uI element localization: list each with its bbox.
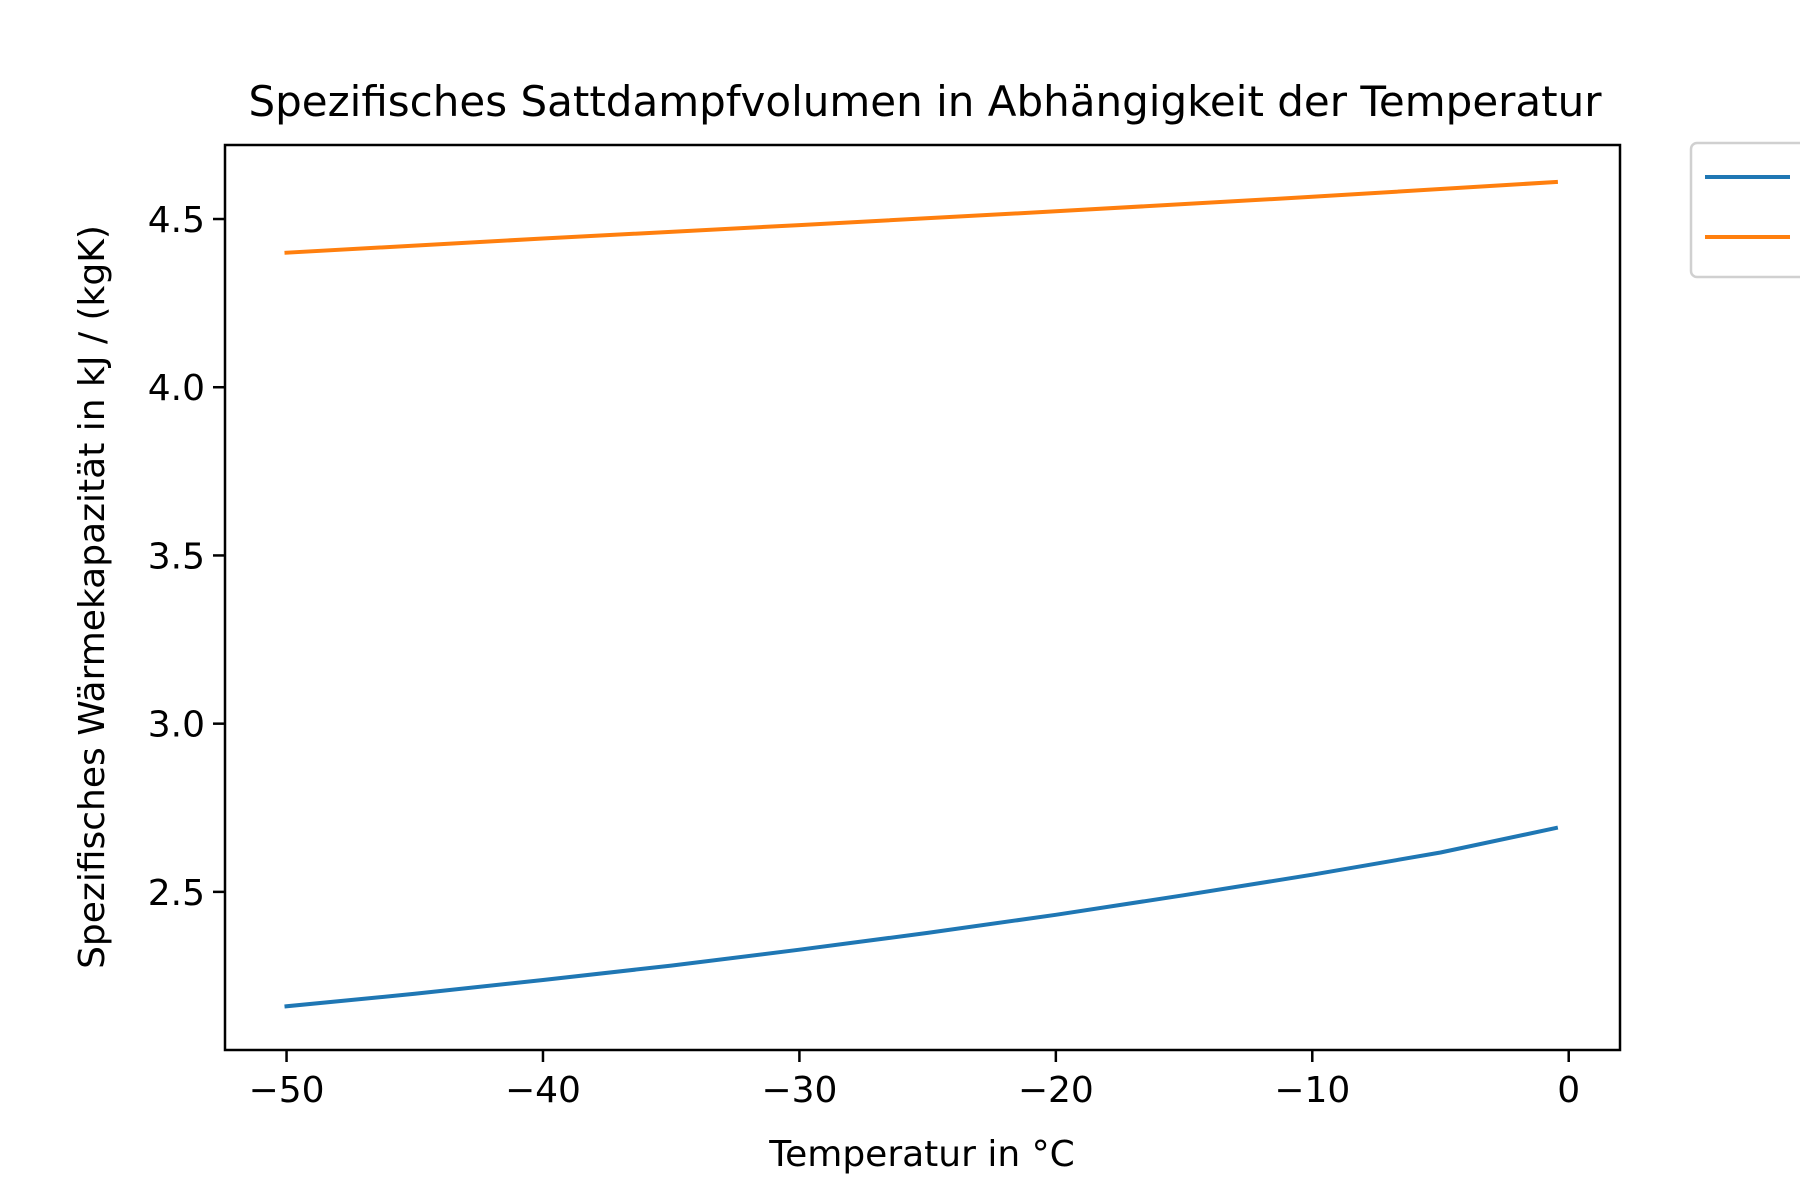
y-tick-label: 3.0 bbox=[148, 705, 205, 746]
series-line-1 bbox=[284, 825, 1559, 1009]
y-axis-label: Spezifisches Wärmekapazität in kJ / (kgK… bbox=[72, 225, 113, 969]
x-tick-label: −30 bbox=[761, 1070, 837, 1111]
chart-title: Spezifisches Sattdampfvolumen in Abhängi… bbox=[248, 77, 1602, 126]
y-tick-label: 3.5 bbox=[148, 536, 205, 577]
series-line-2 bbox=[284, 179, 1559, 255]
y-tick-label: 2.5 bbox=[148, 873, 205, 914]
series-layer bbox=[284, 179, 1559, 1009]
x-tick-label: −40 bbox=[505, 1070, 581, 1111]
x-tick-label: −20 bbox=[1018, 1070, 1094, 1111]
x-axis: −50 −40 −30 −20 −10 0 bbox=[249, 1050, 1580, 1111]
plot-area-frame bbox=[223, 143, 1622, 1052]
x-tick-label: −50 bbox=[249, 1070, 325, 1111]
legend bbox=[1689, 141, 1800, 279]
x-tick-label: 0 bbox=[1557, 1070, 1580, 1111]
y-axis: 2.5 3.0 3.5 4.0 4.5 bbox=[148, 200, 225, 914]
x-axis-label: Temperatur in °C bbox=[768, 1134, 1075, 1175]
y-tick-label: 4.5 bbox=[148, 200, 205, 241]
legend-frame bbox=[1689, 141, 1800, 279]
y-tick-label: 4.0 bbox=[148, 368, 205, 409]
x-tick-label: −10 bbox=[1274, 1070, 1350, 1111]
